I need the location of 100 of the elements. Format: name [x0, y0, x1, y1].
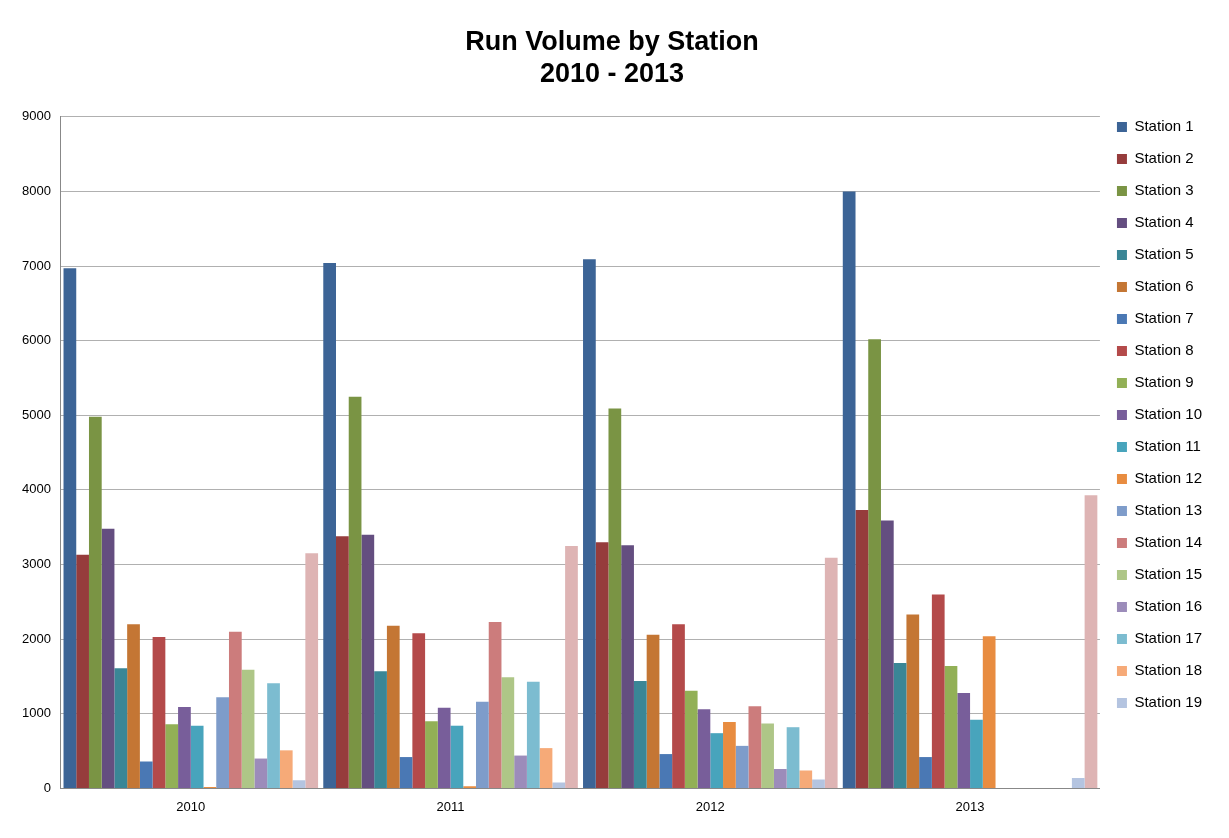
bar: [254, 758, 268, 788]
legend-label: Station 10: [1134, 405, 1203, 423]
bar: [583, 259, 596, 788]
legend-label: Station 18: [1134, 661, 1203, 679]
bar: [279, 750, 293, 788]
legend-label: Station 13: [1134, 501, 1203, 519]
legend-label: Station 1: [1134, 117, 1194, 135]
bar: [336, 536, 349, 788]
bar: [514, 755, 527, 788]
bar: [855, 510, 869, 788]
bar: [880, 520, 894, 788]
x-tick-label: 2012: [695, 798, 725, 814]
bar: [786, 727, 800, 788]
y-tick-label: 0: [43, 779, 51, 795]
legend-label: Station 11: [1134, 437, 1201, 455]
bar: [982, 636, 996, 788]
bar: [152, 636, 166, 788]
bar: [931, 594, 945, 788]
bar: [88, 416, 102, 788]
bar: [735, 745, 749, 788]
y-tick-label: 2000: [22, 630, 51, 646]
bar: [437, 707, 451, 788]
y-tick-label: 5000: [22, 406, 51, 422]
bar: [127, 624, 140, 788]
y-tick-label: 1000: [22, 705, 51, 721]
bar: [476, 701, 489, 788]
bar: [1084, 495, 1098, 788]
bar: [165, 724, 179, 788]
bar: [526, 681, 540, 788]
bar: [1071, 777, 1085, 788]
legend-label: Station 6: [1134, 277, 1194, 295]
bar: [646, 634, 660, 788]
bar: [595, 542, 609, 788]
bar: [63, 268, 77, 788]
legend-label: Station 9: [1134, 373, 1194, 391]
bar: [323, 263, 336, 788]
bar: [672, 624, 685, 788]
bar: [608, 408, 622, 788]
bar: [374, 671, 387, 788]
bar: [565, 545, 578, 788]
bar: [970, 719, 983, 788]
legend-label: Station 12: [1134, 469, 1203, 487]
bar: [893, 663, 907, 788]
bar: [773, 769, 787, 788]
bar: [361, 534, 375, 788]
bar: [633, 680, 647, 788]
bar: [267, 683, 280, 788]
bar: [399, 757, 413, 788]
legend-label: Station 2: [1134, 149, 1194, 167]
bar: [292, 780, 306, 788]
y-tick-label: 9000: [22, 108, 51, 124]
legend-label: Station 7: [1134, 309, 1194, 327]
y-tick-label: 4000: [22, 481, 51, 497]
bar: [101, 528, 115, 788]
bar: [386, 625, 400, 788]
legend-label: Station 4: [1134, 213, 1194, 231]
bar: [241, 669, 255, 788]
bar: [348, 396, 362, 788]
legend-label: Station 19: [1134, 693, 1203, 711]
legend-label: Station 15: [1134, 565, 1203, 583]
bar: [114, 668, 128, 788]
bar: [539, 748, 553, 788]
x-tick-label: 2010: [176, 798, 206, 814]
bar: [139, 761, 153, 788]
bar: [919, 757, 932, 788]
legend-label: Station 17: [1134, 629, 1203, 647]
x-tick-label: 2011: [436, 798, 465, 814]
bar: [957, 692, 971, 788]
bar: [178, 707, 191, 788]
legend-label: Station 8: [1134, 341, 1194, 359]
bar: [552, 782, 566, 788]
bar: [76, 554, 89, 788]
bar: [824, 557, 838, 788]
bar: [906, 614, 920, 788]
legend-label: Station 3: [1134, 181, 1194, 199]
bar: [190, 725, 204, 788]
bar: [812, 779, 825, 788]
y-tick-label: 8000: [22, 183, 51, 198]
y-tick-label: 7000: [22, 257, 51, 273]
bar: [684, 690, 698, 788]
legend-label: Station 16: [1134, 597, 1203, 615]
legend-label: Station 14: [1134, 533, 1203, 551]
y-tick-label: 6000: [22, 332, 51, 348]
chart-title: Run Volume by Station 2010 - 2013: [465, 25, 759, 89]
bar: [228, 631, 242, 788]
bar: [412, 633, 426, 788]
bar: [868, 339, 881, 788]
x-tick-label: 2013: [955, 798, 985, 814]
bar: [723, 721, 736, 788]
bar: [748, 706, 762, 788]
bar: [305, 553, 319, 788]
legend-label: Station 5: [1134, 245, 1194, 263]
bar: [842, 191, 856, 788]
bar: [710, 733, 724, 788]
y-tick-label: 3000: [22, 556, 51, 572]
bar: [944, 666, 958, 788]
bar: [761, 723, 774, 788]
bar: [501, 677, 515, 788]
bar: [425, 721, 438, 788]
bar: [621, 545, 634, 788]
